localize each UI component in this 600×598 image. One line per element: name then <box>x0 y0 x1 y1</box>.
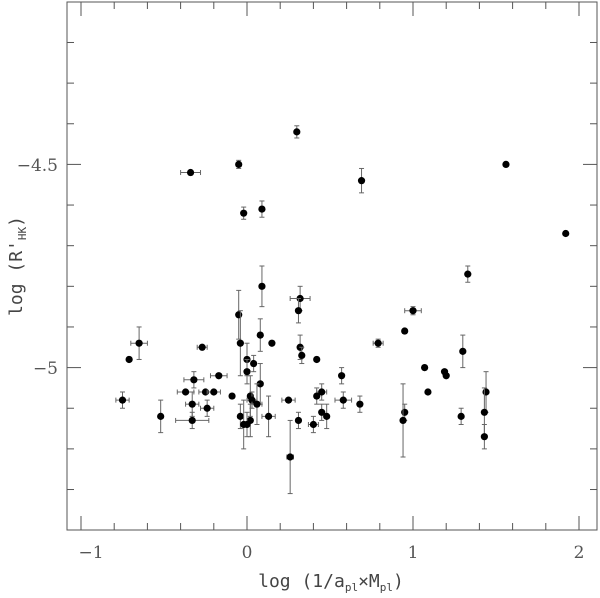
data-point <box>264 412 273 420</box>
data-point <box>293 128 301 136</box>
data-point <box>339 396 347 404</box>
data-point <box>235 311 243 319</box>
x-axis-title-end: ) <box>393 571 404 592</box>
data-point <box>309 420 317 429</box>
x-axis-title-sub: pl <box>380 581 393 594</box>
data-point <box>118 396 127 404</box>
data-point <box>258 282 266 290</box>
data-point <box>401 327 409 335</box>
data-point <box>284 396 293 404</box>
data-point <box>215 372 223 380</box>
x-axis-title-sub: pl <box>345 581 358 594</box>
y-axis-title: log (R'HK) <box>6 216 29 316</box>
y-axis-title-main: log (R' <box>6 240 27 316</box>
data-point <box>356 400 364 408</box>
data-point <box>248 396 256 404</box>
data-point <box>240 209 248 217</box>
data-point <box>228 392 236 400</box>
axis-ticks <box>67 2 597 530</box>
data-point <box>256 331 264 339</box>
plot-frame <box>66 1 598 531</box>
data-point <box>502 160 510 168</box>
data-point <box>318 388 326 396</box>
data-point <box>480 433 488 441</box>
data-points <box>115 125 570 495</box>
data-point <box>236 339 244 347</box>
data-point <box>421 364 429 372</box>
x-tick-label: 1 <box>408 543 419 563</box>
data-point <box>318 408 326 416</box>
data-point <box>203 404 211 412</box>
data-point <box>562 229 570 238</box>
data-point <box>188 416 196 425</box>
data-point <box>250 359 258 368</box>
x-tick-label: −1 <box>78 543 103 563</box>
data-point <box>399 416 407 425</box>
data-point <box>457 412 465 420</box>
y-tick-label: −5 <box>33 359 58 379</box>
data-point <box>125 355 133 364</box>
data-point <box>442 372 450 380</box>
data-point <box>338 372 346 380</box>
data-point <box>294 307 303 315</box>
data-point <box>235 160 243 168</box>
y-axis-title-end: ) <box>6 216 27 227</box>
data-point <box>459 347 467 355</box>
x-tick-label: 0 <box>242 543 253 563</box>
data-point <box>253 400 261 408</box>
data-point <box>464 270 472 278</box>
data-point <box>268 339 276 347</box>
data-point <box>313 355 321 364</box>
data-point <box>181 388 190 396</box>
data-point <box>135 339 143 347</box>
data-point <box>480 408 488 416</box>
y-axis-title-sub: HK <box>16 226 29 240</box>
data-point <box>401 408 409 416</box>
data-point <box>157 412 165 420</box>
data-point <box>190 376 198 384</box>
y-tick-label: −4.5 <box>17 156 58 176</box>
x-tick-label: 2 <box>574 543 585 563</box>
data-point <box>256 380 264 388</box>
data-point <box>409 307 417 315</box>
data-point <box>313 392 321 400</box>
data-point <box>210 388 218 396</box>
data-point <box>198 343 206 351</box>
x-axis-title-main: log (1/a <box>258 571 345 592</box>
data-point <box>424 388 432 396</box>
data-point <box>298 351 306 360</box>
data-point <box>323 412 331 420</box>
data-point <box>236 412 244 420</box>
data-point <box>188 400 196 408</box>
data-point <box>357 177 366 185</box>
x-axis-title-mid: ×M <box>358 571 380 592</box>
data-point <box>243 368 251 376</box>
data-point <box>286 453 294 461</box>
data-point <box>374 339 382 347</box>
data-point <box>258 205 266 213</box>
x-axis-title: log (1/apl×Mpl) <box>258 571 404 594</box>
data-point <box>482 388 490 396</box>
data-point <box>243 420 251 429</box>
data-point <box>186 168 195 177</box>
data-point <box>294 416 303 425</box>
